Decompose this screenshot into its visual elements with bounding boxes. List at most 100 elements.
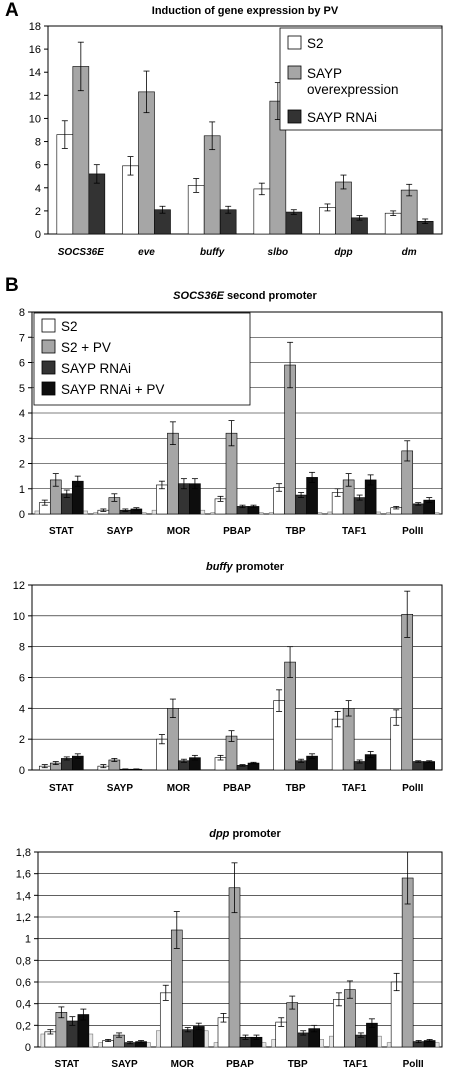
x-tick-label: TBP [288, 1059, 308, 1070]
y-tick-label: 6 [35, 160, 41, 172]
y-tick-label: 6 [19, 358, 25, 370]
x-tick-label: slbo [268, 247, 289, 258]
y-tick-label: 0 [35, 229, 41, 241]
bar-s2-taf1 [333, 999, 345, 1048]
bar-sayp-overexpression-dm [400, 189, 418, 235]
chart-dpp-promoter: dpp promoter 0 0,2 0,4 0,6 0,8 1 1,2 1,4 1,6 1,8 ST… [16, 828, 443, 1070]
bar-s2-dpp [319, 207, 336, 235]
x-tick-label: MOR [167, 783, 191, 794]
bar-s2-socs36e [56, 134, 74, 235]
chart-title: buffy promoter [206, 561, 285, 573]
x-tick-label: PBAP [223, 783, 251, 794]
y-tick-label: 3 [19, 433, 25, 445]
bar-sayp-rnai-slbo [285, 211, 303, 235]
y-tick-label: 7 [19, 332, 25, 344]
y-tick-label: 5 [19, 383, 25, 395]
y-tick-label: 10 [29, 113, 41, 125]
x-tick-label: SAYP [107, 526, 134, 537]
y-tick-label: 1,2 [16, 912, 31, 924]
x-tick-label: MOR [171, 1059, 195, 1070]
y-tick-label: 1 [19, 484, 25, 496]
y-tick-label: 18 [29, 21, 41, 33]
x-tick-label: TAF1 [343, 1059, 368, 1070]
legend-label-sayp-rnai: SAYP RNAi [61, 361, 131, 376]
x-tick-label: dpp [334, 247, 352, 258]
y-tick-label: 16 [29, 44, 41, 56]
x-tick-label: PolII [402, 783, 423, 794]
legend-label-s2: S2 [307, 36, 324, 51]
legend-swatch-sayp-overexpression [287, 65, 302, 80]
y-tick-label: 2 [35, 206, 41, 218]
bar-sayp-rnai-mor [181, 1029, 194, 1048]
legend-swatch-sayp-rnai [287, 109, 302, 124]
y-tick-label: 10 [13, 611, 25, 623]
y-tick-label: 1,4 [16, 890, 31, 902]
bar-s2-mor [156, 484, 168, 515]
chart-title: SOCS36E second promoter [173, 290, 317, 302]
y-tick-label: 12 [29, 90, 41, 102]
legend-swatch-s2 [41, 318, 56, 333]
x-tick-label: PolII [402, 526, 423, 537]
chart-title: dpp promoter [209, 828, 281, 840]
legend-label-s2-pv: S2 + PV [61, 340, 111, 355]
x-tick-label: STAT [49, 526, 74, 537]
x-tick-label: TBP [286, 783, 306, 794]
x-tick-label: PolII [403, 1059, 424, 1070]
legend-swatch-s2 [287, 35, 302, 50]
y-tick-label: 4 [19, 703, 25, 715]
y-tick-label: 1,8 [16, 847, 31, 859]
y-tick-label: 0 [25, 1042, 31, 1054]
y-tick-label: 1 [25, 934, 31, 946]
x-tick-label: buffy [200, 247, 225, 258]
chart-gene-induction: Induction of gene expression by PV 0 2 4 6 8 1… [29, 5, 443, 258]
y-tick-label: 8 [35, 137, 41, 149]
x-tick-label: MOR [167, 526, 191, 537]
bar-sayp-rnai-polii [412, 761, 425, 771]
bar-sayp-overexpression-buffy [203, 135, 221, 235]
bar-s2-dm [384, 212, 402, 235]
y-tick-label: 6 [19, 673, 25, 685]
panel-letter-a: A [5, 0, 19, 21]
chart-title: Induction of gene expression by PV [152, 5, 339, 17]
x-tick-label: SAYP [107, 783, 134, 794]
x-tick-label: STAT [49, 783, 74, 794]
y-tick-label: 0 [19, 509, 25, 521]
legend-label-sayp-rnai: SAYP RNAi [307, 110, 377, 125]
legend-swatch-s2-pv [41, 339, 56, 354]
y-tick-label: 0 [19, 765, 25, 777]
legend-label-sayp-rnai-pv: SAYP RNAi + PV [61, 382, 164, 397]
y-tick-label: 14 [29, 67, 41, 79]
legend-label-s2: S2 [61, 319, 78, 334]
legend-box [279, 27, 443, 131]
bar-sayp-rnai-pv-polii [423, 761, 436, 771]
x-tick-label: TBP [286, 526, 306, 537]
x-tick-label: TAF1 [342, 783, 367, 794]
bar-sayp-overexpression-eve [138, 91, 155, 235]
y-tick-label: 0,8 [16, 955, 31, 967]
y-tick-label: 2 [19, 734, 25, 746]
panel-letter-b: B [5, 275, 19, 296]
y-tick-label: 0,2 [16, 1020, 31, 1032]
chart-socs36e-promoter: SOCS36E second promoter 0 1 2 3 4 5 6 7 8 STAT SAYP… [19, 290, 443, 537]
y-tick-label: 4 [19, 408, 25, 420]
y-tick-label: 12 [13, 580, 25, 592]
bar-s2-pv-taf1 [342, 708, 355, 771]
bar-s2-eve [122, 165, 139, 235]
x-tick-label: dm [402, 247, 417, 258]
x-tick-label: TAF1 [342, 526, 367, 537]
x-tick-label: STAT [55, 1059, 80, 1070]
bar-s2-pv-tbp [284, 661, 296, 771]
bar-s2-mor [159, 992, 172, 1048]
x-tick-label: PBAP [223, 526, 251, 537]
legend-swatch-sayp-rnai-pv [41, 381, 56, 396]
y-tick-label: 2 [19, 459, 25, 471]
y-tick-label: 8 [19, 307, 25, 319]
x-tick-label: PBAP [226, 1059, 254, 1070]
y-tick-label: 1,6 [16, 869, 31, 881]
y-tick-label: 4 [35, 183, 41, 195]
bar-sayp-overexpression-dpp [335, 181, 352, 235]
x-tick-label: eve [138, 247, 155, 258]
bar-s2-pv-mor [167, 432, 179, 515]
y-tick-label: 0,6 [16, 977, 31, 989]
bar-s2-slbo [253, 188, 271, 235]
